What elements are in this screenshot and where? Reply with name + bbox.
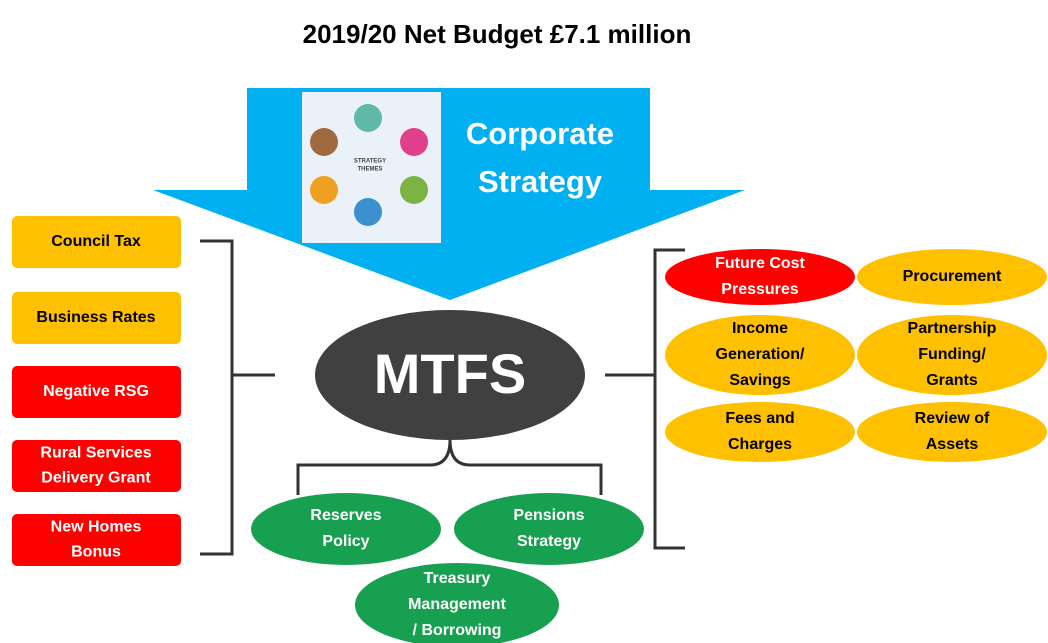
policy-ellipse [355, 563, 559, 643]
factor-ellipse [857, 402, 1047, 462]
gear-icons [310, 104, 428, 226]
factor-label: Grants [926, 372, 978, 389]
funding-box [12, 366, 181, 418]
funding-box [12, 514, 181, 566]
factor-label: Income [732, 320, 788, 337]
policy-label: Reserves [310, 507, 381, 524]
factor-label: Assets [926, 436, 979, 453]
right-bracket [605, 248, 685, 550]
funding-label: Bonus [71, 544, 121, 561]
bottom-bracket [296, 439, 603, 495]
factor-label: Funding/ [918, 346, 986, 363]
mtfs-ellipse [315, 310, 585, 440]
funding-box [12, 216, 181, 268]
policy-label: Treasury [424, 570, 491, 587]
factor-ellipse [665, 315, 855, 395]
factor-label: Future Cost [715, 255, 805, 272]
funding-label: Negative RSG [43, 383, 149, 400]
factor-label: Procurement [903, 268, 1002, 285]
factor-label: Pressures [721, 281, 798, 298]
funding-label: Delivery Grant [41, 470, 151, 487]
factor-ellipse [665, 402, 855, 462]
image-label: THEMES [357, 167, 382, 173]
policy-label: Pensions [513, 507, 584, 524]
factor-ellipse [857, 315, 1047, 395]
factor-label: Review of [915, 410, 990, 427]
funding-label: Council Tax [51, 233, 141, 250]
left-bracket [200, 239, 275, 556]
title: 2019/20 Net Budget £7.1 million [303, 19, 692, 49]
factor-label: Generation/ [716, 346, 805, 363]
policy-ellipse [454, 493, 644, 565]
funding-box [12, 292, 181, 344]
factor-ellipse [665, 249, 855, 305]
factor-label: Charges [728, 436, 792, 453]
factor-ellipse [857, 249, 1047, 305]
strategy-label: Strategy [478, 164, 603, 199]
image-label: STRATEGY [354, 159, 386, 165]
factor-label: Partnership [908, 320, 997, 337]
funding-label: Rural Services [40, 445, 151, 462]
policy-ellipse [251, 493, 441, 565]
factor-label: Savings [729, 372, 790, 389]
funding-box [12, 440, 181, 492]
strategy-arrow [153, 88, 745, 300]
strategy-label: Corporate [466, 116, 614, 151]
factor-label: Fees and [725, 410, 794, 427]
funding-label: Business Rates [36, 309, 155, 326]
policy-label: Management [408, 596, 506, 613]
policy-label: Strategy [517, 533, 581, 550]
policy-label: / Borrowing [413, 622, 502, 639]
policy-label: Policy [322, 533, 369, 550]
funding-label: New Homes [51, 519, 142, 536]
mtfs-label: MTFS [374, 342, 526, 405]
